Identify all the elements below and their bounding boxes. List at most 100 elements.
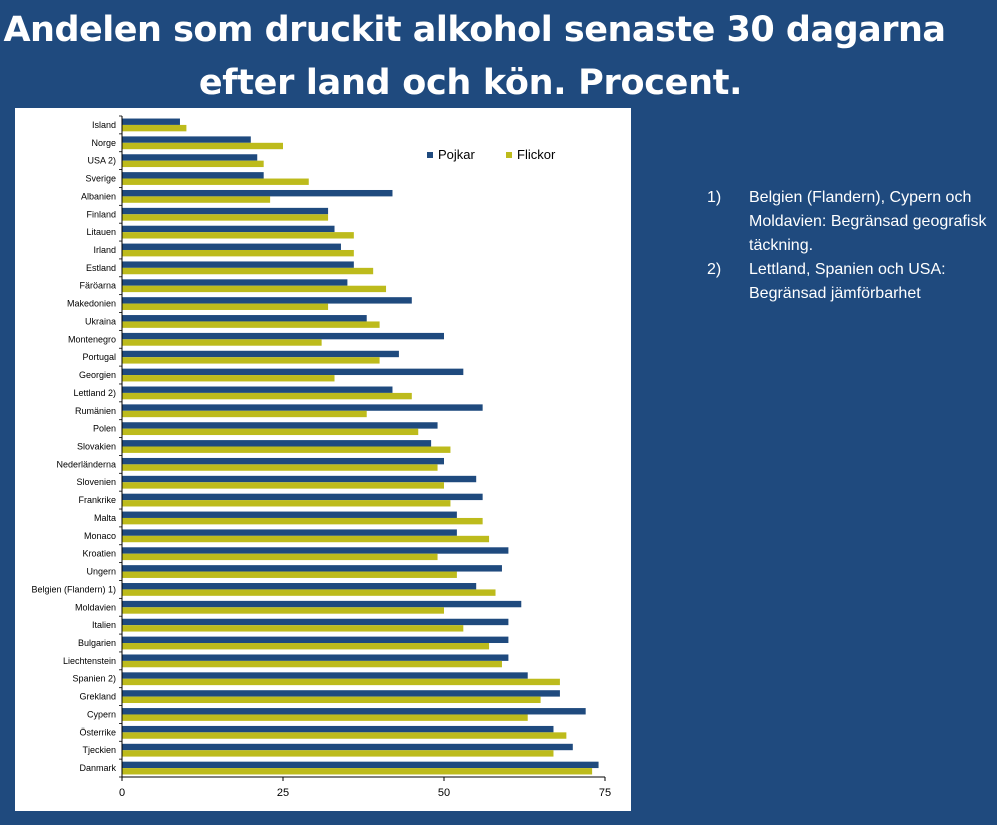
category-label-22: Malta (94, 513, 116, 523)
x-tick-label-1: 25 (277, 787, 289, 799)
category-label-21: Frankrike (78, 495, 116, 505)
category-label-8: Estland (86, 263, 116, 273)
bar-pojkar-27 (122, 600, 522, 608)
bar-pojkar-33 (122, 708, 586, 715)
legend-label-flickor: Flickor (517, 147, 556, 162)
x-tick-label-2: 50 (438, 787, 450, 799)
bar-pojkar-14 (122, 368, 464, 376)
bar-flickor-3 (122, 178, 309, 185)
bar-flickor-21 (122, 500, 451, 507)
bar-flickor-16 (122, 410, 367, 418)
bar-flickor-20 (122, 482, 444, 489)
category-label-35: Tjeckien (82, 745, 116, 755)
category-label-4: Albanien (81, 191, 116, 201)
chart-panel: Island Norge USA 2) Sverige Albanien Finland L… (15, 108, 631, 811)
bar-flickor-26 (122, 589, 496, 596)
category-label-2: USA 2) (87, 156, 116, 166)
bar-pojkar-8 (122, 261, 354, 268)
bar-pojkar-30 (122, 654, 509, 661)
chart-title-line1: Andelen som druckit alkohol senaste 30 d… (3, 10, 946, 50)
footnote-1-text: Belgien (Flandern), Cypern och Moldavien… (749, 189, 987, 254)
bar-pojkar-16 (122, 404, 483, 411)
category-label-6: Litauen (86, 227, 116, 237)
bar-pojkar-2 (122, 154, 258, 161)
bar-flickor-18 (122, 446, 451, 453)
bar-pojkar-31 (122, 672, 528, 679)
category-label-31: Spanien 2) (72, 674, 116, 684)
bar-pojkar-1 (122, 136, 251, 143)
bar-flickor-10 (122, 303, 329, 310)
category-label-10: Makedonien (67, 299, 116, 309)
bar-pojkar-23 (122, 529, 457, 536)
bar-flickor-32 (122, 696, 541, 704)
bar-pojkar-22 (122, 511, 457, 518)
bar-flickor-25 (122, 571, 457, 578)
bar-pojkar-4 (122, 189, 393, 197)
bar-pojkar-12 (122, 332, 444, 340)
bar-pojkar-15 (122, 386, 393, 393)
bar-pojkar-36 (122, 761, 599, 769)
bar-pojkar-11 (122, 315, 367, 322)
bar-pojkar-25 (122, 565, 502, 572)
bar-flickor-28 (122, 625, 464, 632)
category-label-30: Liechtenstein (63, 656, 116, 666)
bar-pojkar-6 (122, 225, 335, 233)
bar-flickor-13 (122, 357, 380, 364)
bar-flickor-8 (122, 267, 374, 275)
bar-flickor-33 (122, 714, 528, 721)
bar-flickor-12 (122, 339, 322, 346)
category-label-13: Portugal (82, 352, 116, 362)
legend-swatch-pojkar (427, 152, 433, 158)
category-label-32: Grekland (79, 692, 116, 702)
category-label-28: Italien (92, 620, 116, 630)
category-label-24: Kroatien (82, 549, 116, 559)
bar-flickor-11 (122, 321, 380, 328)
category-label-7: Irland (93, 245, 116, 255)
bar-flickor-4 (122, 196, 271, 203)
bar-flickor-0 (122, 124, 187, 132)
footnotes: 1) Belgien (Flandern), Cypern och Moldav… (707, 186, 992, 306)
bar-pojkar-3 (122, 172, 264, 179)
bar-pojkar-35 (122, 743, 573, 751)
category-label-17: Polen (93, 424, 116, 434)
bar-pojkar-32 (122, 690, 560, 697)
category-label-11: Ukraina (85, 316, 116, 326)
bar-pojkar-34 (122, 725, 554, 733)
x-tick-label-3: 75 (599, 787, 611, 799)
bar-pojkar-19 (122, 457, 444, 465)
category-label-1: Norge (91, 138, 116, 148)
bar-pojkar-9 (122, 279, 348, 286)
category-label-33: Cypern (87, 709, 116, 719)
footnote-2: 2) Lettland, Spanien och USA: Begränsad … (707, 258, 992, 306)
bar-flickor-7 (122, 249, 354, 257)
category-label-3: Sverige (85, 174, 116, 184)
bar-pojkar-26 (122, 583, 477, 590)
bar-pojkar-17 (122, 422, 438, 429)
bar-flickor-22 (122, 517, 483, 525)
bar-pojkar-21 (122, 493, 483, 501)
bar-pojkar-28 (122, 618, 509, 626)
bar-flickor-1 (122, 142, 283, 150)
bar-flickor-2 (122, 160, 264, 168)
bar-flickor-23 (122, 535, 490, 543)
category-label-0: Island (92, 120, 116, 130)
category-label-9: Färöarna (79, 281, 116, 291)
footnote-2-text: Lettland, Spanien och USA: Begränsad jäm… (749, 261, 946, 302)
bar-flickor-24 (122, 553, 438, 561)
bar-flickor-19 (122, 464, 438, 471)
bar-flickor-27 (122, 607, 444, 614)
category-label-16: Rumänien (75, 406, 116, 416)
bar-pojkar-5 (122, 207, 329, 215)
category-label-19: Nederländerna (56, 459, 116, 469)
chart-title: Andelen som druckit alkohol senaste 30 d… (0, 4, 997, 110)
bar-pojkar-13 (122, 350, 399, 358)
legend-swatch-flickor (506, 152, 512, 158)
bar-flickor-29 (122, 643, 490, 650)
bar-pojkar-18 (122, 440, 432, 447)
bar-flickor-34 (122, 732, 567, 739)
bar-flickor-35 (122, 750, 554, 757)
category-label-27: Moldavien (75, 602, 116, 612)
category-label-12: Montenegro (68, 334, 116, 344)
bar-pojkar-29 (122, 636, 509, 644)
bar-flickor-14 (122, 375, 335, 382)
